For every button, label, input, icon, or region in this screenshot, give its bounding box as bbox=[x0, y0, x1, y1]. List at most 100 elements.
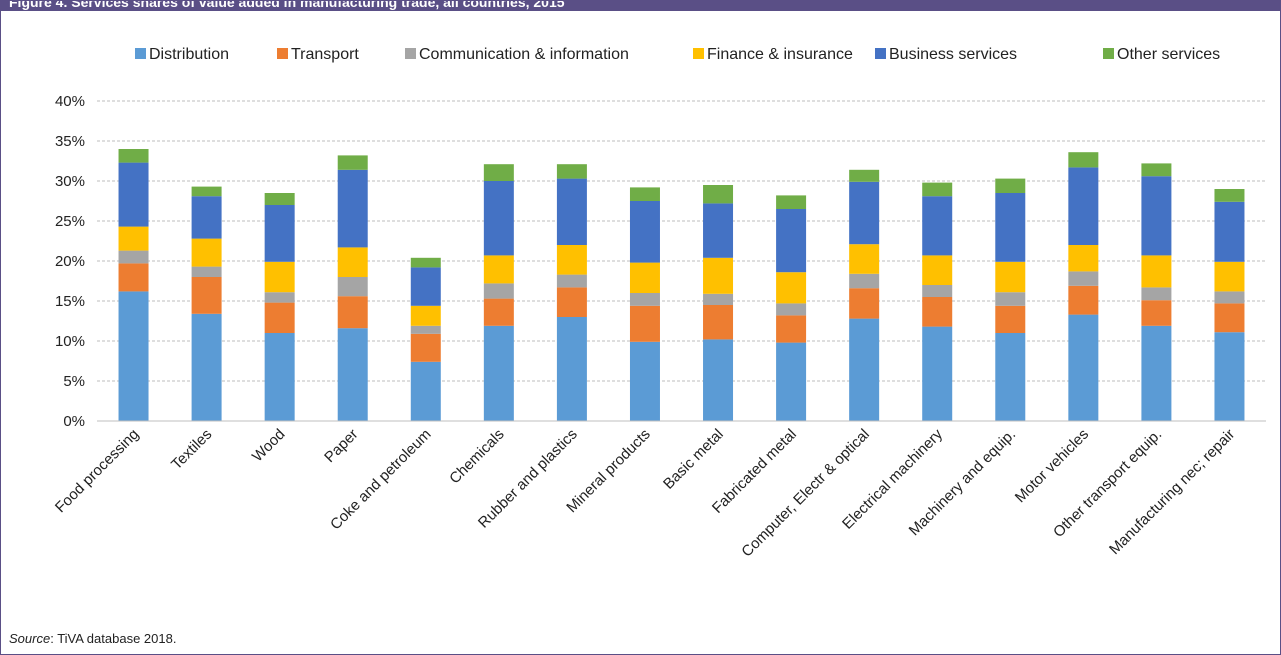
y-tick-label: 15% bbox=[55, 293, 85, 310]
bar-segment bbox=[1068, 167, 1099, 245]
source-text: : TiVA database 2018. bbox=[50, 631, 177, 646]
legend-label: Other services bbox=[1117, 46, 1220, 63]
bar-segment bbox=[849, 169, 880, 182]
bar-segment bbox=[922, 182, 953, 197]
bar-segment bbox=[556, 164, 587, 179]
bar-segment bbox=[337, 155, 368, 170]
legend-swatch bbox=[1103, 48, 1114, 59]
x-tick-label: Paper bbox=[321, 426, 361, 466]
bar-segment bbox=[1141, 300, 1172, 326]
bar-segment bbox=[483, 283, 514, 299]
bar-segment bbox=[1141, 325, 1172, 421]
bar-segment bbox=[922, 255, 953, 285]
x-tick-label: Motor vehicles bbox=[1012, 426, 1092, 506]
bar-segment bbox=[1141, 287, 1172, 301]
bar-segment bbox=[629, 341, 660, 421]
legend-swatch bbox=[405, 48, 416, 59]
bar-segment bbox=[629, 305, 660, 342]
bar-segment bbox=[629, 201, 660, 263]
bar-segment bbox=[995, 193, 1026, 262]
x-tick-label: Chemicals bbox=[446, 426, 508, 488]
bar-segment bbox=[483, 181, 514, 256]
bar-segment bbox=[703, 305, 734, 340]
bar-segment bbox=[629, 293, 660, 306]
bar-segment bbox=[556, 245, 587, 275]
bar-segment bbox=[1214, 332, 1245, 421]
legend-label: Distribution bbox=[149, 46, 229, 63]
bar-segment bbox=[1141, 255, 1172, 288]
bar-segment bbox=[410, 325, 441, 334]
stacked-bar-chart: 0% 5% 10% 15% 20% 25% 30% 35% 40% Food processing… bbox=[52, 46, 1266, 560]
bar-segment bbox=[1214, 303, 1245, 333]
bar-segment bbox=[703, 203, 734, 258]
bar-segment bbox=[410, 305, 441, 326]
y-tick-label: 30% bbox=[55, 173, 85, 190]
bar-segment bbox=[1068, 314, 1099, 421]
x-tick-label: Textiles bbox=[168, 426, 215, 473]
y-tick-label: 5% bbox=[63, 373, 85, 390]
bar-segment bbox=[995, 333, 1026, 421]
bar-segment bbox=[191, 266, 222, 277]
bar-segment bbox=[1214, 261, 1245, 292]
bar-segment bbox=[849, 273, 880, 289]
legend-label: Communication & information bbox=[419, 46, 629, 63]
bar-segment bbox=[337, 247, 368, 277]
bar-segment bbox=[410, 361, 441, 421]
bar-segment bbox=[703, 185, 734, 204]
bar-segment bbox=[118, 162, 149, 227]
bar-segment bbox=[483, 164, 514, 181]
bar-segment bbox=[922, 285, 953, 297]
bar-segment bbox=[995, 292, 1026, 306]
bar-segment bbox=[264, 261, 295, 293]
legend-swatch bbox=[693, 48, 704, 59]
bar-segment bbox=[337, 169, 368, 248]
bar-segment bbox=[191, 277, 222, 314]
bar-segment bbox=[776, 303, 807, 316]
bar-segment bbox=[1068, 285, 1099, 315]
bar-segment bbox=[1068, 245, 1099, 272]
bar-segment bbox=[1214, 189, 1245, 202]
x-tick-label: Basic metal bbox=[660, 426, 727, 493]
bar-segment bbox=[410, 257, 441, 268]
bar-segment bbox=[118, 263, 149, 292]
bar-segment bbox=[264, 292, 295, 303]
x-tick-label: Manufacturing nec; repair bbox=[1106, 426, 1238, 558]
bar-segment bbox=[995, 305, 1026, 333]
bar-segment bbox=[922, 297, 953, 327]
x-tick-label: Wood bbox=[249, 426, 289, 466]
bar-segment bbox=[556, 287, 587, 317]
y-tick-label: 10% bbox=[55, 333, 85, 350]
bar-segment bbox=[483, 298, 514, 326]
y-tick-label: 40% bbox=[55, 93, 85, 110]
bar-segment bbox=[849, 244, 880, 274]
bar-segment bbox=[118, 291, 149, 421]
bar-segment bbox=[118, 149, 149, 163]
bar-segment bbox=[191, 313, 222, 421]
bar-segment bbox=[776, 272, 807, 304]
figure-title: Figure 4. Services shares of value added… bbox=[1, 1, 1280, 11]
bar-segment bbox=[922, 326, 953, 421]
bar-segment bbox=[191, 196, 222, 239]
bar-segment bbox=[410, 333, 441, 362]
bar-segment bbox=[776, 315, 807, 343]
bar-segment bbox=[483, 255, 514, 284]
y-tick-label: 25% bbox=[55, 213, 85, 230]
bar-segment bbox=[995, 261, 1026, 293]
bar-segment bbox=[995, 178, 1026, 193]
bar-segment bbox=[556, 274, 587, 288]
source-note: Source: TiVA database 2018. bbox=[9, 631, 176, 646]
legend-label: Transport bbox=[291, 46, 359, 63]
bar-segment bbox=[1214, 291, 1245, 304]
bar-segment bbox=[849, 318, 880, 421]
bar-segment bbox=[483, 325, 514, 421]
bar-segment bbox=[922, 196, 953, 256]
y-tick-label: 0% bbox=[63, 413, 85, 430]
bar-segment bbox=[264, 333, 295, 421]
bar-segment bbox=[556, 178, 587, 245]
bar-segment bbox=[264, 205, 295, 262]
legend-swatch bbox=[875, 48, 886, 59]
legend-swatch bbox=[135, 48, 146, 59]
bar-segment bbox=[776, 195, 807, 209]
bar-segment bbox=[776, 209, 807, 273]
